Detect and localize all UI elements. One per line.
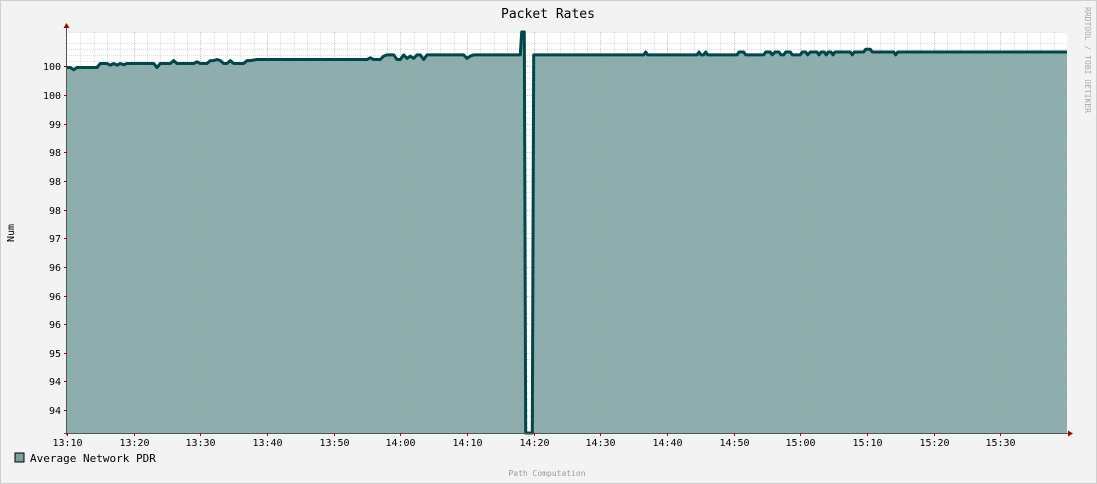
x-tick-label: 13:10 (52, 438, 82, 449)
x-tick-label: 14:20 (519, 438, 549, 449)
x-tick-label: 14:00 (385, 438, 415, 449)
chart-footer: Path Computation (508, 469, 585, 478)
y-tick-label: 94 (49, 406, 61, 417)
y-tick-label: 97 (49, 234, 61, 245)
axes (63, 23, 1073, 437)
y-tick-label: 94 (49, 377, 61, 388)
chart-title: Packet Rates (501, 7, 595, 22)
y-tick-label: 98 (49, 177, 61, 188)
y-tick-label: 100 (43, 62, 61, 73)
y-tick-labels: 94 94 95 96 96 96 97 98 98 98 99 100 100 (43, 62, 61, 417)
y-tick-label: 100 (43, 91, 61, 102)
x-tick-label: 15:00 (785, 438, 815, 449)
y-tick-label: 95 (49, 349, 61, 360)
x-tick-label: 14:30 (585, 438, 615, 449)
x-tick-label: 14:50 (719, 438, 749, 449)
x-tick-labels: 13:10 13:20 13:30 13:40 13:50 14:00 14:10 14:20… (52, 438, 1015, 449)
y-axis-label: Num (6, 224, 17, 242)
x-tick-label: 13:20 (119, 438, 149, 449)
x-tick-label: 14:40 (652, 438, 682, 449)
y-tick-label: 96 (49, 292, 61, 303)
x-tick-label: 13:40 (252, 438, 282, 449)
x-tick-label: 15:10 (852, 438, 882, 449)
y-tick-label: 96 (49, 320, 61, 331)
x-tick-label: 15:30 (985, 438, 1015, 449)
series-line (67, 30, 1067, 435)
x-tick-label: 13:50 (319, 438, 349, 449)
x-tick-label: 13:30 (185, 438, 215, 449)
legend-swatch (14, 452, 25, 463)
y-axis-arrow (63, 23, 70, 28)
x-tick-label: 14:10 (452, 438, 482, 449)
y-tick-label: 98 (49, 206, 61, 217)
legend-label: Average Network PDR (30, 452, 156, 465)
watermark: RRDTOOL / TOBI OETIKER (1083, 7, 1092, 113)
x-axis-arrow (1068, 430, 1073, 437)
y-tick-label: 98 (49, 148, 61, 159)
y-tick-label: 99 (49, 120, 61, 131)
x-tick-label: 15:20 (919, 438, 949, 449)
series-area-fill (67, 32, 1067, 433)
y-tick-label: 96 (49, 263, 61, 274)
